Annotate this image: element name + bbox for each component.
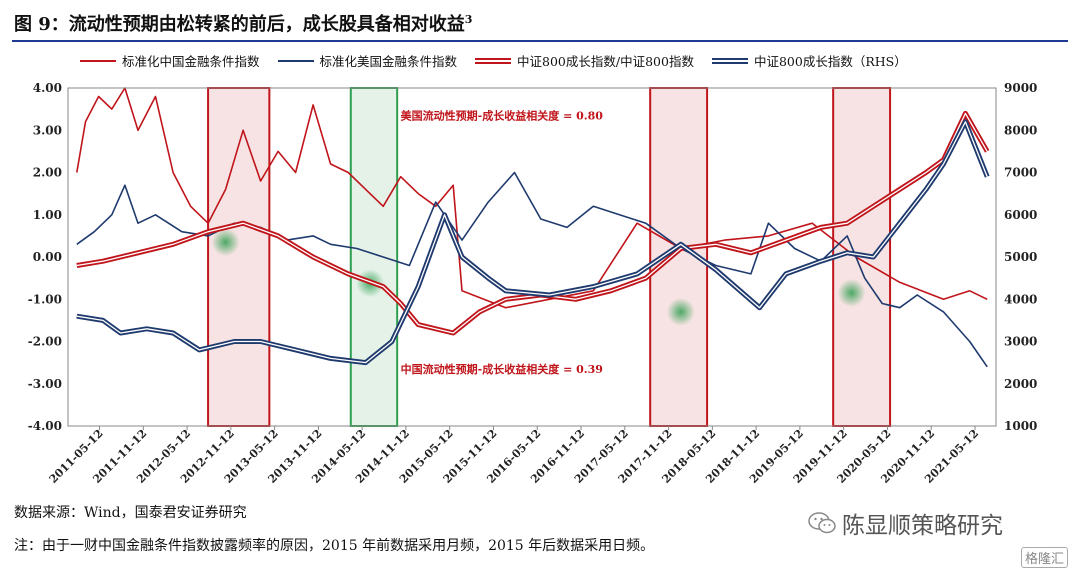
watermark: 格隆汇 xyxy=(1020,547,1068,568)
legend-item-growth-ratio: 中证800成长指数/中证800指数 xyxy=(475,51,694,70)
shaded-period xyxy=(349,87,399,427)
legend-item-growth-index: 中证800成长指数（RHS） xyxy=(711,51,907,70)
wechat-account-label: 陈显顺策略研究 xyxy=(842,513,1003,539)
chart-annotation: 中国流动性预期-成长收益相关度 = 0.39 xyxy=(401,362,603,376)
legend-label: 中证800成长指数/中证800指数 xyxy=(517,54,694,69)
y-right-tick-label: 8000 xyxy=(1004,123,1037,137)
y-left-tick-label: 1.00 xyxy=(33,208,62,222)
y-right-tick-label: 3000 xyxy=(1004,335,1037,349)
legend-item-cn-fci: 标准化中国金融条件指数 xyxy=(80,51,260,70)
chart-svg: 4.00 3.00 2.00 1.00 0.00 -1.00 -2.00 -3.00 -4.00… xyxy=(28,81,1038,486)
title-divider xyxy=(12,40,1068,42)
legend-label: 标准化中国金融条件指数 xyxy=(122,54,260,69)
legend-label: 中证800成长指数（RHS） xyxy=(753,54,907,69)
page-title: 图 9：流动性预期由松转紧的前后，成长股具备相对收益3 xyxy=(14,13,473,35)
highlight-marker xyxy=(211,228,240,257)
wechat-account: 陈显顺策略研究 xyxy=(808,506,1003,540)
y-left-tick-label: -1.00 xyxy=(28,292,62,306)
y-left-tick-label: -3.00 xyxy=(28,377,62,391)
plot-frame xyxy=(67,87,997,427)
series-line-inner-3 xyxy=(76,121,988,364)
series-line-0 xyxy=(76,87,988,309)
series-line-1 xyxy=(76,171,988,368)
chart-annotation: 美国流动性预期-成长收益相关度 = 0.80 xyxy=(401,109,604,123)
y-left-tick-label: 2.00 xyxy=(33,166,62,180)
y-right-tick-label: 6000 xyxy=(1004,208,1037,222)
shaded-period xyxy=(207,87,271,427)
y-left-tick-label: 4.00 xyxy=(33,81,62,95)
y-left-tick-label: 0.00 xyxy=(33,250,62,264)
wechat-icon xyxy=(808,512,836,534)
y-left-tick-label: -4.00 xyxy=(28,419,62,433)
footnote-text: 注：由于一财中国金融条件指数披露频率的原因，2015 年前数据采用月频，2015… xyxy=(14,538,655,554)
legend-swatch xyxy=(711,57,748,64)
y-right-tick-label: 7000 xyxy=(1004,166,1037,180)
y-left-tick-label: 3.00 xyxy=(33,123,62,137)
y-left-tick-label: -2.00 xyxy=(28,335,62,349)
legend-label: 标准化美国金融条件指数 xyxy=(319,54,458,69)
y-right-tick-label: 9000 xyxy=(1004,81,1037,95)
highlight-marker xyxy=(837,278,866,307)
highlight-marker xyxy=(666,297,695,326)
y-right-tick-label: 5000 xyxy=(1004,250,1037,264)
y-right-tick-label: 2000 xyxy=(1004,377,1037,391)
legend-swatch xyxy=(277,59,314,62)
legend-item-us-fci: 标准化美国金融条件指数 xyxy=(277,51,458,70)
source-text: 数据来源：Wind，国泰君安证券研究 xyxy=(14,505,247,521)
y-right-tick-label: 4000 xyxy=(1004,292,1037,306)
y-right-tick-label: 1000 xyxy=(1004,419,1037,433)
chart-legend: 标准化中国金融条件指数 标准化美国金融条件指数 中证800成长指数/中证800指… xyxy=(80,51,907,70)
legend-swatch xyxy=(80,59,116,62)
legend-swatch xyxy=(475,57,512,64)
